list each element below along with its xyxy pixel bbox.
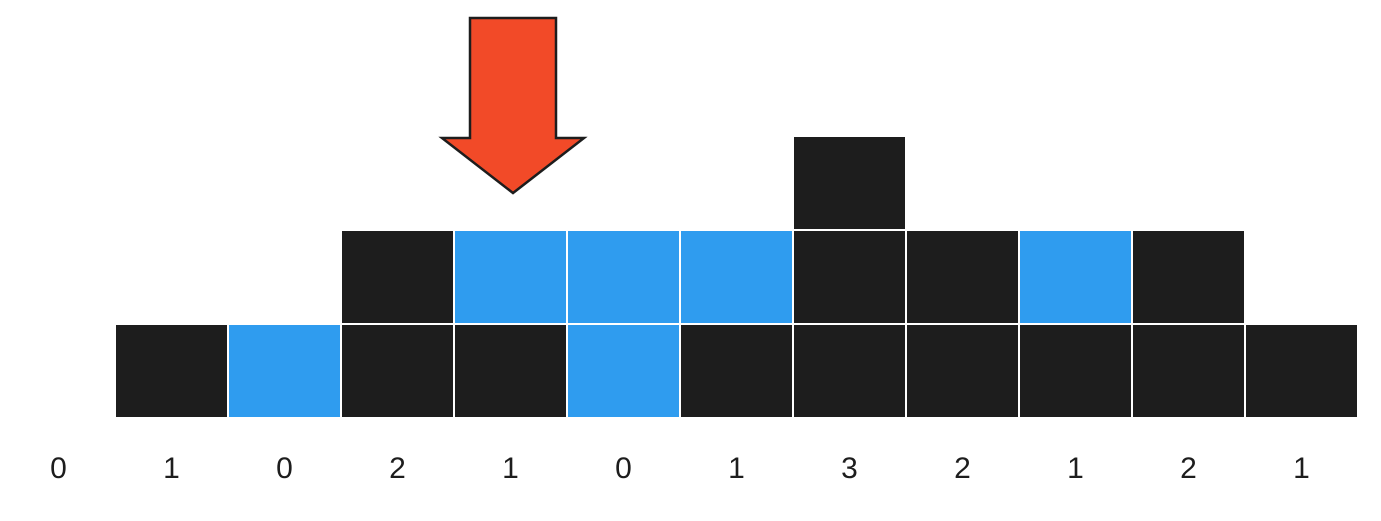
height-label-col-4: 1 [502, 452, 519, 485]
bar-cell-col-9-row-0 [1020, 325, 1131, 417]
bar-cell-col-11-row-0 [1246, 325, 1357, 417]
bar-cell-col-8-row-0 [907, 325, 1018, 417]
bar-cell-col-6-row-0 [681, 325, 792, 417]
height-label-col-3: 2 [389, 452, 406, 485]
water-cell-col-5-row-1 [568, 231, 679, 323]
down-arrow-icon [438, 16, 588, 195]
bar-cell-col-4-row-0 [455, 325, 566, 417]
height-label-col-6: 1 [728, 452, 745, 485]
bar-cell-col-1-row-0 [116, 325, 227, 417]
water-cell-col-5-row-0 [568, 325, 679, 417]
bar-cell-col-8-row-1 [907, 231, 1018, 323]
height-label-col-11: 1 [1293, 452, 1310, 485]
height-label-col-0: 0 [50, 452, 67, 485]
water-cell-col-4-row-1 [455, 231, 566, 323]
height-label-col-2: 0 [276, 452, 293, 485]
bar-cell-col-7-row-1 [794, 231, 905, 323]
water-cell-col-9-row-1 [1020, 231, 1131, 323]
height-label-col-8: 2 [954, 452, 971, 485]
height-label-col-5: 0 [615, 452, 632, 485]
bar-cell-col-7-row-0 [794, 325, 905, 417]
height-labels: 0 1 0 2 1 0 1 3 2 1 2 1 [50, 452, 1310, 485]
bar-cell-col-10-row-0 [1133, 325, 1244, 417]
bar-cell-col-3-row-1 [342, 231, 453, 323]
water-cell-col-6-row-1 [681, 231, 792, 323]
height-label-col-9: 1 [1067, 452, 1084, 485]
bar-cell-col-3-row-0 [342, 325, 453, 417]
bar-cell-col-10-row-1 [1133, 231, 1244, 323]
height-label-col-1: 1 [163, 452, 180, 485]
bar-cell-col-7-row-2 [794, 137, 905, 229]
height-label-col-10: 2 [1180, 452, 1197, 485]
cell-grid [116, 137, 1357, 417]
water-cell-col-2-row-0 [229, 325, 340, 417]
height-label-col-7: 3 [841, 452, 858, 485]
